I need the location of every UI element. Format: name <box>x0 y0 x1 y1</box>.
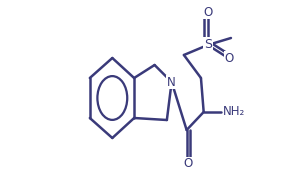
Text: NH₂: NH₂ <box>223 105 245 119</box>
Text: O: O <box>225 51 234 65</box>
Text: S: S <box>204 38 212 51</box>
Text: N: N <box>167 75 176 89</box>
Text: O: O <box>203 5 212 19</box>
Text: O: O <box>183 158 192 170</box>
